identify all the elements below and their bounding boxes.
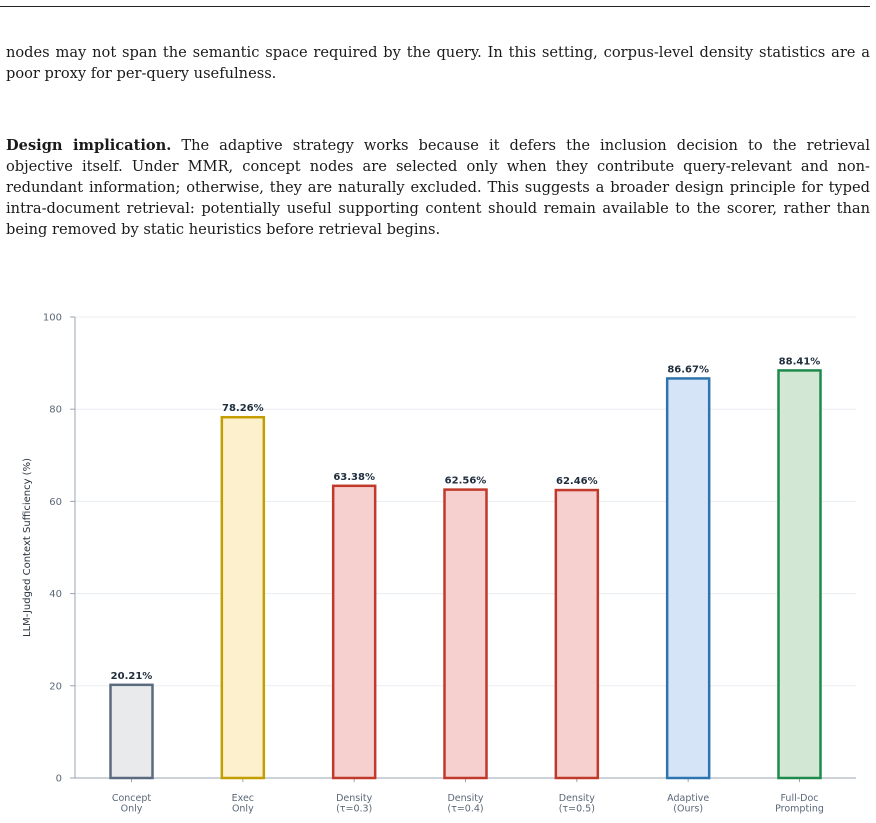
bar — [777, 369, 822, 780]
sufficiency-bar-chart: 0 20 40 60 80 100 LLM-Judged Context Sufficien… — [22, 313, 856, 815]
x-tick-label: Concept — [112, 793, 152, 804]
bar — [220, 415, 266, 780]
bar-value-label: 62.56% — [445, 476, 487, 487]
bars — [109, 369, 822, 780]
bar — [443, 488, 488, 780]
bar-value-label: 20.21% — [111, 671, 153, 682]
x-tick-label: (τ=0.3) — [336, 804, 372, 815]
y-tick-label: 100 — [43, 313, 62, 324]
y-tick-label: 60 — [49, 497, 62, 508]
x-tick-label: (τ=0.5) — [559, 804, 595, 815]
x-tick-label: Only — [121, 804, 143, 815]
x-tick-label: Only — [232, 804, 254, 815]
bar — [665, 377, 711, 780]
chart-labels: 0 20 40 60 80 100 LLM-Judged Context Sufficien… — [22, 313, 824, 815]
x-tick-label: Prompting — [775, 804, 824, 815]
bar — [331, 484, 377, 780]
paragraph-body: The adaptive strategy works because it d… — [6, 137, 870, 238]
x-tick-label: Adaptive — [667, 793, 709, 804]
paragraph-design-implication: Design implication. The adaptive strategy… — [6, 135, 870, 240]
x-tick-label: Density — [447, 793, 483, 804]
bar-value-label: 88.41% — [779, 356, 821, 367]
y-tick-label: 40 — [49, 589, 62, 600]
bar-value-label: 78.26% — [222, 403, 264, 414]
x-tick-label: (τ=0.4) — [447, 804, 483, 815]
x-tick-label: Exec — [232, 793, 254, 804]
y-tick-label: 0 — [56, 774, 62, 785]
bar — [109, 683, 154, 780]
y-tick-label: 20 — [49, 681, 62, 692]
bar-value-label: 86.67% — [667, 364, 709, 375]
bar — [554, 488, 600, 780]
x-tick-label: Density — [336, 793, 372, 804]
bar-value-label: 63.38% — [333, 472, 375, 483]
x-tick-label: Full-Doc — [780, 793, 818, 804]
x-tick-label: (Ours) — [673, 804, 703, 815]
y-axis-label: LLM-Judged Context Sufficiency (%) — [22, 458, 33, 637]
x-tick-label: Density — [559, 793, 595, 804]
page-top-rule — [0, 6, 870, 7]
paragraph-1: nodes may not span the semantic space re… — [6, 44, 870, 82]
paragraph-heading: Design implication. — [6, 137, 172, 154]
bar-value-label: 62.46% — [556, 476, 598, 487]
y-tick-label: 80 — [49, 405, 62, 416]
